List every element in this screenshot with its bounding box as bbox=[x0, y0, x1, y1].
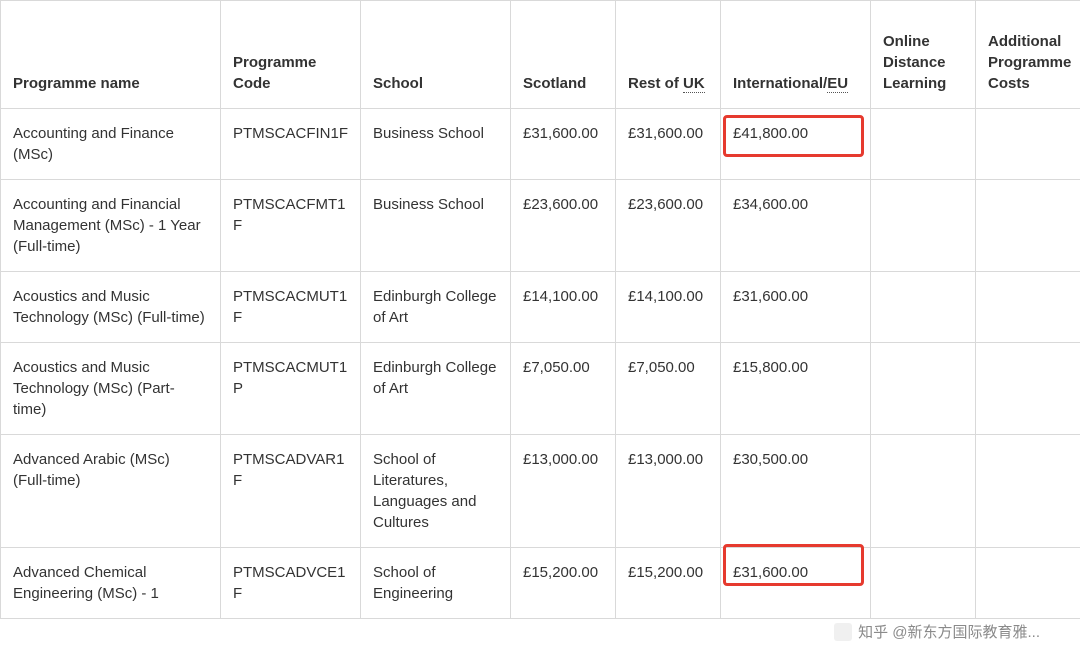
zhihu-icon bbox=[834, 623, 852, 641]
cell-scotland: £14,100.00 bbox=[511, 272, 616, 343]
watermark: 知乎 @新东方国际教育雅... bbox=[834, 621, 1040, 642]
col-header-odl: Online Distance Learning bbox=[871, 1, 976, 109]
cell-restuk: £15,200.00 bbox=[616, 548, 721, 619]
table-head: Programme nameProgramme CodeSchoolScotla… bbox=[1, 1, 1080, 109]
cell-restuk: £23,600.00 bbox=[616, 180, 721, 272]
cell-scotland: £13,000.00 bbox=[511, 435, 616, 548]
col-header-name: Programme name bbox=[1, 1, 221, 109]
cell-odl bbox=[871, 435, 976, 548]
table-row: Advanced Chemical Engineering (MSc) - 1P… bbox=[1, 548, 1080, 619]
cell-code: PTMSCACMUT1F bbox=[221, 272, 361, 343]
fees-table-wrapper: Programme nameProgramme CodeSchoolScotla… bbox=[0, 0, 1080, 619]
fees-table: Programme nameProgramme CodeSchoolScotla… bbox=[0, 0, 1080, 619]
col-header-apc: Additional Programme Costs bbox=[976, 1, 1080, 109]
cell-name: Advanced Arabic (MSc) (Full-time) bbox=[1, 435, 221, 548]
cell-school: Business School bbox=[361, 180, 511, 272]
col-header-scotland: Scotland bbox=[511, 1, 616, 109]
cell-odl bbox=[871, 109, 976, 180]
cell-school: School of Engineering bbox=[361, 548, 511, 619]
table-body: Accounting and Finance (MSc)PTMSCACFIN1F… bbox=[1, 109, 1080, 619]
cell-intl: £31,600.00 bbox=[721, 272, 871, 343]
cell-name: Acoustics and Music Technology (MSc) (Pa… bbox=[1, 343, 221, 435]
col-header-school: School bbox=[361, 1, 511, 109]
cell-code: PTMSCADVCE1F bbox=[221, 548, 361, 619]
col-header-intl: International/EU bbox=[721, 1, 871, 109]
table-row: Accounting and Financial Management (MSc… bbox=[1, 180, 1080, 272]
cell-school: School of Literatures, Languages and Cul… bbox=[361, 435, 511, 548]
cell-intl: £31,600.00 bbox=[721, 548, 871, 619]
cell-scotland: £23,600.00 bbox=[511, 180, 616, 272]
cell-code: PTMSCACFIN1F bbox=[221, 109, 361, 180]
cell-restuk: £31,600.00 bbox=[616, 109, 721, 180]
cell-school: Edinburgh College of Art bbox=[361, 343, 511, 435]
cell-intl: £34,600.00 bbox=[721, 180, 871, 272]
cell-name: Accounting and Financial Management (MSc… bbox=[1, 180, 221, 272]
cell-name: Accounting and Finance (MSc) bbox=[1, 109, 221, 180]
cell-school: Business School bbox=[361, 109, 511, 180]
watermark-text: 知乎 @新东方国际教育雅... bbox=[858, 621, 1040, 642]
cell-restuk: £13,000.00 bbox=[616, 435, 721, 548]
table-row: Acoustics and Music Technology (MSc) (Fu… bbox=[1, 272, 1080, 343]
cell-scotland: £15,200.00 bbox=[511, 548, 616, 619]
table-row: Advanced Arabic (MSc) (Full-time)PTMSCAD… bbox=[1, 435, 1080, 548]
cell-scotland: £31,600.00 bbox=[511, 109, 616, 180]
cell-odl bbox=[871, 548, 976, 619]
cell-apc bbox=[976, 435, 1080, 548]
cell-name: Advanced Chemical Engineering (MSc) - 1 bbox=[1, 548, 221, 619]
cell-restuk: £7,050.00 bbox=[616, 343, 721, 435]
cell-code: PTMSCADVAR1F bbox=[221, 435, 361, 548]
col-header-code: Programme Code bbox=[221, 1, 361, 109]
cell-odl bbox=[871, 272, 976, 343]
table-row: Acoustics and Music Technology (MSc) (Pa… bbox=[1, 343, 1080, 435]
cell-school: Edinburgh College of Art bbox=[361, 272, 511, 343]
cell-code: PTMSCACMUT1P bbox=[221, 343, 361, 435]
cell-restuk: £14,100.00 bbox=[616, 272, 721, 343]
cell-apc bbox=[976, 180, 1080, 272]
cell-apc bbox=[976, 343, 1080, 435]
cell-intl: £15,800.00 bbox=[721, 343, 871, 435]
cell-scotland: £7,050.00 bbox=[511, 343, 616, 435]
cell-intl: £30,500.00 bbox=[721, 435, 871, 548]
cell-odl bbox=[871, 180, 976, 272]
cell-code: PTMSCACFMT1F bbox=[221, 180, 361, 272]
cell-intl: £41,800.00 bbox=[721, 109, 871, 180]
col-header-restuk: Rest of UK bbox=[616, 1, 721, 109]
cell-apc bbox=[976, 548, 1080, 619]
cell-apc bbox=[976, 272, 1080, 343]
cell-apc bbox=[976, 109, 1080, 180]
cell-odl bbox=[871, 343, 976, 435]
cell-name: Acoustics and Music Technology (MSc) (Fu… bbox=[1, 272, 221, 343]
table-row: Accounting and Finance (MSc)PTMSCACFIN1F… bbox=[1, 109, 1080, 180]
header-row: Programme nameProgramme CodeSchoolScotla… bbox=[1, 1, 1080, 109]
